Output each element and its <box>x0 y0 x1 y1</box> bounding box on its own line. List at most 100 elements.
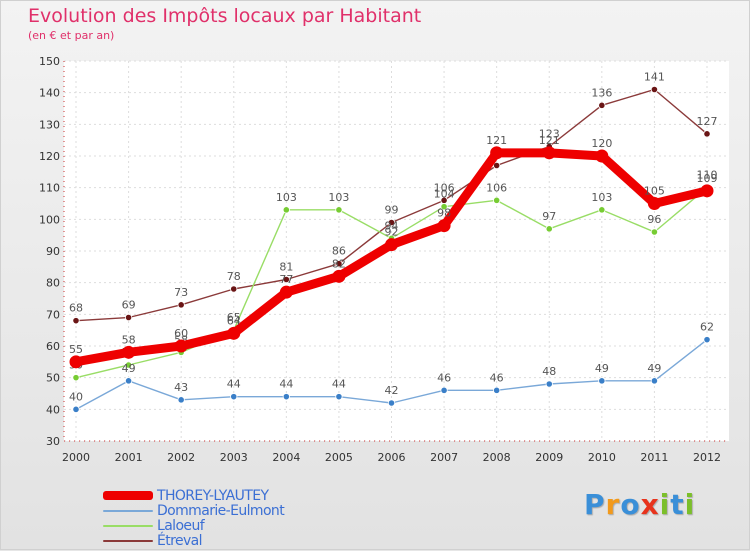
data-label: 109 <box>697 172 718 185</box>
data-label: 127 <box>697 115 718 128</box>
data-label: 103 <box>276 191 297 204</box>
data-label: 106 <box>486 181 507 194</box>
y-tick-label: 140 <box>39 87 60 100</box>
data-point <box>282 206 290 214</box>
data-label: 49 <box>647 362 661 375</box>
data-label: 123 <box>539 128 560 141</box>
data-point <box>385 238 398 252</box>
legend-swatch <box>103 491 153 500</box>
data-label: 104 <box>434 188 455 201</box>
data-point <box>650 377 659 385</box>
data-point <box>332 269 346 283</box>
x-tick-label: 2001 <box>115 451 143 464</box>
data-label: 94 <box>385 219 399 232</box>
x-tick-label: 2000 <box>62 451 90 464</box>
data-point <box>387 218 396 227</box>
y-tick-label: 30 <box>46 435 60 448</box>
data-point <box>440 386 448 394</box>
x-tick-label: 2012 <box>693 451 721 464</box>
legend-item-dommarie-eulmont: Dommarie-Eulmont <box>103 502 285 519</box>
data-label: 58 <box>122 333 136 346</box>
data-point <box>650 85 659 94</box>
data-label: 78 <box>227 270 241 283</box>
data-point <box>227 326 241 340</box>
data-label: 136 <box>591 86 612 99</box>
legend-swatch <box>103 524 153 527</box>
logo-letter: P <box>584 488 606 521</box>
logo-letter: r <box>605 488 621 521</box>
data-point <box>493 386 501 394</box>
y-tick-label: 100 <box>39 213 60 226</box>
y-tick-label: 70 <box>46 308 60 321</box>
data-point <box>598 101 606 109</box>
data-label: 64 <box>227 314 241 327</box>
chart-subtitle: (en € et par an) <box>28 29 115 42</box>
proxiti-logo: Proxiti <box>584 488 695 521</box>
data-label: 105 <box>644 185 665 198</box>
y-tick-label: 110 <box>39 182 60 195</box>
data-point <box>542 146 556 160</box>
data-point <box>177 301 185 309</box>
data-label: 44 <box>227 378 241 391</box>
data-point <box>69 355 83 369</box>
data-label: 42 <box>385 384 399 397</box>
data-label: 46 <box>437 371 451 384</box>
data-label: 103 <box>591 191 612 204</box>
data-label: 110 <box>697 169 718 182</box>
legend-label: Dommarie-Eulmont <box>157 502 285 519</box>
data-point <box>545 380 553 388</box>
chart-title: Evolution des Impôts locaux par Habitant <box>28 5 422 27</box>
data-point <box>72 405 80 413</box>
data-point <box>545 225 553 233</box>
legend-label: Laloeuf <box>157 517 205 534</box>
y-tick-label: 40 <box>46 403 60 416</box>
data-label: 81 <box>279 261 293 274</box>
data-point <box>703 336 711 344</box>
data-label: 43 <box>174 381 188 394</box>
x-tick-label: 2009 <box>535 451 563 464</box>
data-label: 97 <box>542 210 556 223</box>
legend-swatch <box>103 539 153 542</box>
data-point <box>279 285 293 299</box>
y-tick-label: 130 <box>39 118 60 131</box>
x-tick-label: 2008 <box>483 451 511 464</box>
x-tick-label: 2006 <box>378 451 406 464</box>
data-point <box>124 361 133 369</box>
data-point <box>124 377 133 385</box>
data-label: 73 <box>174 286 188 299</box>
data-point <box>598 377 606 385</box>
data-point <box>174 339 188 353</box>
data-point <box>282 393 290 401</box>
data-point <box>650 228 659 236</box>
y-tick-label: 120 <box>39 150 60 163</box>
data-point <box>335 206 343 214</box>
data-point <box>122 345 136 359</box>
data-point <box>493 196 501 204</box>
logo-letter: t <box>670 488 685 521</box>
y-tick-label: 50 <box>46 372 60 385</box>
data-label: 99 <box>385 204 399 217</box>
data-point <box>335 260 343 268</box>
x-tick-label: 2005 <box>325 451 353 464</box>
y-tick-label: 60 <box>46 340 60 353</box>
x-tick-label: 2004 <box>272 451 300 464</box>
data-point <box>177 396 185 404</box>
y-tick-label: 80 <box>46 277 60 290</box>
x-tick-label: 2010 <box>588 451 616 464</box>
data-point <box>700 184 714 198</box>
data-label: 55 <box>69 343 83 356</box>
data-label: 106 <box>434 181 455 194</box>
legend-swatch <box>103 509 153 512</box>
data-label: 46 <box>490 371 504 384</box>
legend-item-thorey-lyautey: THOREY-LYAUTEY <box>103 488 269 504</box>
data-point <box>230 285 238 293</box>
data-label: 60 <box>174 327 188 340</box>
data-point <box>440 203 448 211</box>
data-label: 69 <box>122 299 136 312</box>
data-label: 65 <box>227 311 241 324</box>
data-point <box>72 374 80 382</box>
y-tick-label: 90 <box>46 245 60 258</box>
data-label: 40 <box>69 390 83 403</box>
